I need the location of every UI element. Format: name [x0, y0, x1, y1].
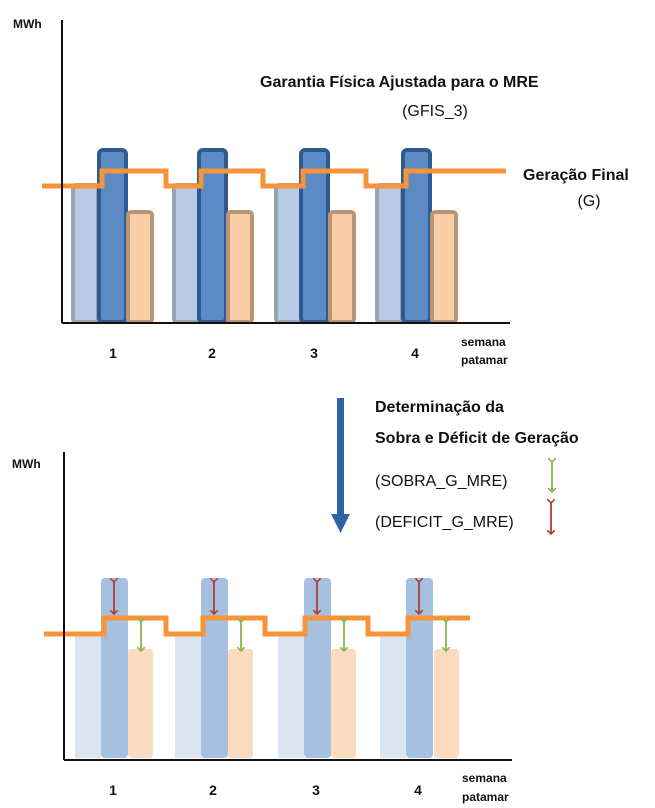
top-x-axis-label-semana: semana [461, 335, 506, 349]
top-bar-geracao-2 [226, 210, 254, 324]
bottom-bar-garantia-4 [406, 578, 433, 758]
top-x-axis-label-patamar: patamar [461, 353, 508, 367]
annotation-g-code: (G) [577, 193, 600, 210]
bottom-bar-garantia-1 [101, 578, 128, 758]
bottom-deficit-arrows [114, 582, 419, 614]
deficit-label: (DEFICIT_G_MRE) [375, 514, 514, 531]
sobra-label: (SOBRA_G_MRE) [375, 473, 507, 490]
annotation-gfis-code: (GFIS_3) [402, 103, 468, 120]
top-y-axis-label: MWh [13, 17, 42, 31]
bottom-geracao-final-line [44, 615, 470, 637]
bottom-x-tick-3: 3 [312, 782, 320, 798]
bottom-sobra-arrows [141, 622, 446, 651]
bottom-bars [75, 578, 459, 758]
bottom-bar-geracao-1 [128, 649, 153, 758]
top-bar-gfis-3 [274, 183, 303, 324]
top-bar-gfis-1 [71, 183, 100, 324]
top-bar-gfis-4 [375, 183, 404, 324]
top-bar-gfis-2 [172, 183, 201, 324]
top-x-tick-3: 3 [310, 345, 318, 361]
transition: Determinação da Sobra e Déficit de Geraç… [331, 398, 579, 534]
bottom-y-axis-label: MWh [12, 457, 41, 471]
bottom-bar-geracao-3 [331, 649, 356, 758]
top-bars [71, 148, 458, 324]
down-arrow-icon [331, 398, 350, 533]
top-chart: MWh 1 2 3 4 semana patamar Garantia Físi… [13, 17, 629, 367]
top-bar-geracao-1 [126, 210, 154, 324]
bottom-bar-gfis-3 [278, 634, 304, 758]
bottom-bar-gfis-2 [175, 634, 201, 758]
top-x-tick-2: 2 [208, 345, 216, 361]
bottom-x-axis-label-semana: semana [462, 771, 507, 785]
annotation-g-title: Geração Final [523, 167, 629, 184]
bottom-x-tick-4: 4 [414, 782, 422, 798]
bottom-x-axis-label-patamar: patamar [462, 790, 509, 804]
bottom-x-tick-1: 1 [109, 782, 117, 798]
bottom-bar-gfis-4 [380, 634, 406, 758]
bottom-bar-geracao-2 [228, 649, 253, 758]
transition-title-line2: Sobra e Déficit de Geração [375, 430, 579, 447]
top-bar-geracao-3 [328, 210, 356, 324]
bottom-chart: MWh 1 2 3 4 semana patamar [12, 452, 512, 804]
bottom-bar-geracao-4 [434, 649, 459, 758]
bottom-bar-gfis-1 [75, 634, 101, 758]
bottom-bar-garantia-2 [201, 578, 228, 758]
annotation-gfis-title: Garantia Física Ajustada para o MRE [260, 74, 539, 91]
transition-title-line1: Determinação da [375, 399, 504, 416]
bottom-bar-garantia-3 [304, 578, 331, 758]
bottom-x-tick-2: 2 [209, 782, 217, 798]
top-x-tick-1: 1 [109, 345, 117, 361]
top-x-tick-4: 4 [411, 345, 419, 361]
top-geracao-final-line [42, 168, 506, 189]
top-bar-geracao-4 [430, 210, 458, 324]
